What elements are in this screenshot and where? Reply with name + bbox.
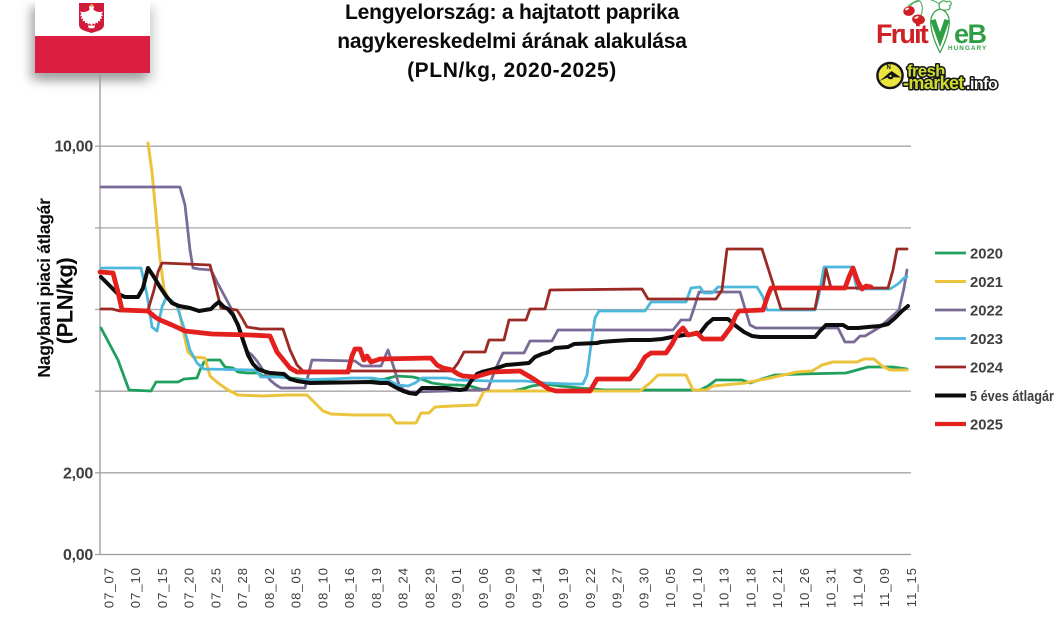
svg-text:fresh: fresh: [907, 63, 945, 81]
svg-text:10_10: 10_10: [690, 567, 705, 608]
svg-text:07_10: 07_10: [128, 567, 143, 608]
svg-text:09_14: 09_14: [529, 567, 544, 608]
svg-text:07_28: 07_28: [235, 567, 250, 608]
svg-text:11_04: 11_04: [850, 567, 865, 607]
svg-text:08_24: 08_24: [396, 567, 411, 608]
svg-text:09_09: 09_09: [503, 567, 518, 608]
svg-text:08_02: 08_02: [262, 567, 277, 608]
svg-text:08_19: 08_19: [369, 567, 384, 608]
svg-text:08_29: 08_29: [422, 567, 437, 608]
svg-text:09_06: 09_06: [476, 567, 491, 608]
svg-text:10_26: 10_26: [797, 567, 812, 608]
svg-text:eB: eB: [954, 19, 987, 49]
svg-text:10_13: 10_13: [717, 567, 732, 608]
svg-text:07_07: 07_07: [101, 567, 116, 608]
svg-text:2020: 2020: [970, 246, 1003, 263]
svg-text:2025: 2025: [970, 417, 1003, 434]
svg-text:2021: 2021: [970, 274, 1003, 291]
svg-text:11_15: 11_15: [904, 567, 919, 607]
svg-text:10_21: 10_21: [770, 567, 785, 608]
svg-text:2022: 2022: [970, 303, 1003, 320]
svg-text:HUNGARY: HUNGARY: [948, 45, 987, 52]
svg-text:08_05: 08_05: [289, 567, 304, 608]
svg-text:09_30: 09_30: [636, 567, 651, 608]
svg-text:08_10: 08_10: [315, 567, 330, 608]
svg-text:11_09: 11_09: [877, 567, 892, 607]
svg-text:-market: -market: [903, 73, 964, 93]
svg-text:10_18: 10_18: [743, 567, 758, 608]
svg-text:10_05: 10_05: [663, 567, 678, 608]
svg-text:.info: .info: [966, 76, 998, 93]
svg-text:10_31: 10_31: [824, 567, 839, 608]
svg-text:(PLN/kg): (PLN/kg): [53, 258, 78, 345]
svg-text:09_19: 09_19: [556, 567, 571, 608]
svg-text:5 éves átlagár: 5 éves átlagár: [970, 388, 1054, 405]
svg-text:07_15: 07_15: [155, 567, 170, 608]
svg-text:09_22: 09_22: [583, 567, 598, 608]
svg-text:10,00: 10,00: [54, 139, 93, 156]
svg-text:2023: 2023: [970, 331, 1003, 348]
svg-text:07_25: 07_25: [208, 567, 223, 608]
svg-text:09_27: 09_27: [610, 567, 625, 608]
svg-text:08_16: 08_16: [342, 567, 357, 608]
svg-text:0,00: 0,00: [63, 547, 93, 564]
svg-text:07_20: 07_20: [182, 567, 197, 608]
svg-text:09_01: 09_01: [449, 567, 464, 608]
svg-text:2024: 2024: [970, 360, 1004, 377]
svg-text:2,00: 2,00: [63, 465, 93, 482]
svg-text:Nagybani piaci átlagár: Nagybani piaci átlagár: [34, 198, 54, 378]
svg-text:N: N: [887, 65, 891, 71]
